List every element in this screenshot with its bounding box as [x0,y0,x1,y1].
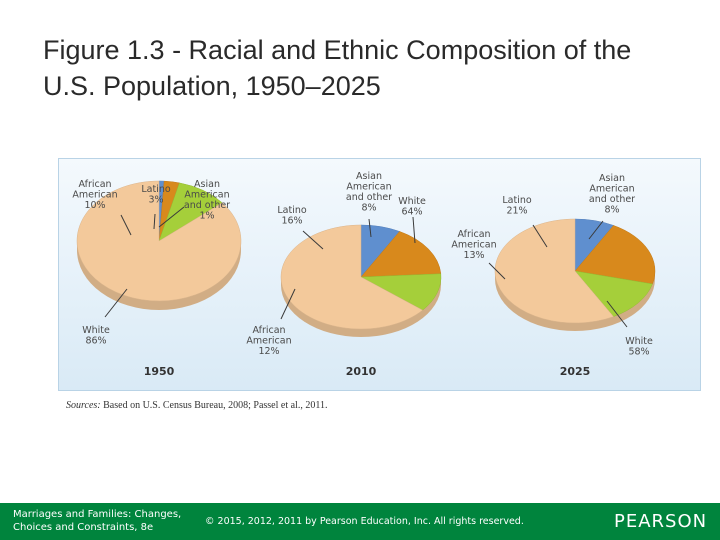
slice-label-asian-other: Asian American and other 8% [589,173,635,216]
slice-label-latino: Latino 16% [277,205,306,227]
sources-text: Based on U.S. Census Bureau, 2008; Passe… [103,400,328,411]
leader-line-white [412,216,416,244]
slice-latino [360,231,442,278]
slice-label-african-american: African American 10% [72,179,117,211]
pie-2010: White 64% African American 12% Latino 16% Asian… [246,171,442,378]
year-label: 2010 [346,365,377,378]
slice-label-latino: Latino 21% [502,195,531,217]
slice-label-asian-other: Asian American and other 1% [184,179,230,222]
footer-bar: Marriages and Families: Changes, Choices… [0,503,720,540]
leader-line-african-american [120,214,132,236]
leader-line-asian-other [588,220,604,240]
slice-african-american [360,273,442,311]
footer-book-title: Marriages and Families: Changes, Choices… [13,508,203,534]
pie-1950: White 86% African American 10% Latino 3% Asian A… [72,179,242,378]
leader-line-latino [532,224,548,248]
slice-label-african-american: African American 13% [451,229,496,261]
slice-white [76,180,242,302]
footer-book-line2: Choices and Constraints, 8e [13,522,154,533]
pie-2025: White 58% African American 13% Latino 21% Asian… [451,173,656,378]
footer-copyright: © 2015, 2012, 2011 by Pearson Education,… [205,516,524,527]
pearson-logo: PEARSON [614,511,708,532]
leader-line-asian-other [158,206,185,228]
slice-label-african-american: African American 12% [246,325,291,357]
leader-line-african-american [488,262,506,280]
slide-title: Figure 1.3 - Racial and Ethnic Compositi… [43,35,632,101]
leader-line-latino [153,213,156,230]
slice-label-white: White 58% [625,336,653,358]
year-label: 1950 [144,365,175,378]
slice-african-american [574,270,653,317]
leader-line-white [104,288,128,318]
slice-label-latino: Latino 3% [141,184,170,206]
leader-line-asian-other [368,218,372,238]
figure-panel: White 86% African American 10% Latino 3% Asian A… [58,158,701,391]
slice-label-white: White 64% [398,196,426,218]
slice-label-white: White 86% [82,325,110,347]
slice-white [280,224,424,330]
sources-note: Sources: Based on U.S. Census Bureau, 20… [66,400,327,411]
slice-label-asian-other: Asian American and other 8% [346,171,392,214]
pie-charts: White 86% African American 10% Latino 3% Asian A… [72,171,656,378]
sources-label: Sources: [66,400,101,411]
leader-line-latino [302,230,324,250]
year-label: 2025 [560,365,591,378]
footer-book-line1: Marriages and Families: Changes, [13,509,182,520]
slice-white [494,218,614,324]
leader-line-white [606,300,628,328]
leader-line-african-american [280,288,296,320]
slice-latino [574,225,656,285]
